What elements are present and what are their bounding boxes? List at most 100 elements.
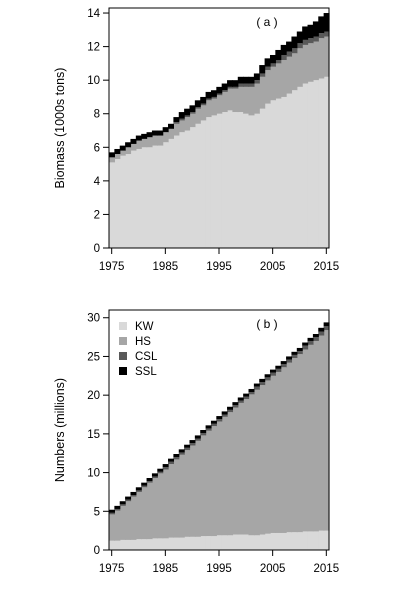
bar-ssl-1997 [227, 80, 233, 87]
bar-ssl-2007 [281, 45, 287, 55]
bar-csl-2013 [313, 37, 319, 42]
bar-kw-2004 [265, 534, 271, 550]
bar-kw-2009 [291, 90, 297, 248]
bar-ssl-1987 [173, 454, 179, 457]
bar-csl-1982 [147, 481, 153, 483]
bar-csl-2014 [318, 332, 324, 336]
bar-ssl-2011 [302, 343, 308, 346]
bar-ssl-2003 [259, 65, 265, 73]
bar-kw-2003 [259, 109, 265, 248]
bar-csl-1978 [125, 500, 131, 502]
bar-ssl-2009 [291, 352, 297, 355]
bar-hs-1994 [211, 426, 217, 536]
bar-kw-1981 [141, 147, 147, 248]
legend-label-hs: HS [135, 336, 151, 348]
bar-csl-2002 [254, 387, 260, 390]
bar-kw-1976 [114, 541, 120, 550]
bar-kw-1991 [195, 124, 201, 248]
bar-csl-2009 [291, 355, 297, 358]
bar-csl-2003 [259, 73, 265, 76]
bar-ssl-1978 [125, 497, 131, 500]
bar-hs-2001 [249, 394, 255, 535]
bar-csl-1991 [195, 439, 201, 441]
bar-hs-2005 [270, 67, 276, 101]
bar-hs-2013 [313, 341, 319, 531]
bar-ssl-1996 [222, 411, 228, 414]
bar-ssl-2010 [297, 348, 303, 351]
bar-ssl-2007 [281, 361, 287, 364]
bar-csl-1996 [222, 90, 228, 92]
bar-kw-1984 [157, 146, 163, 248]
bar-hs-1989 [184, 450, 190, 537]
bar-kw-1996 [222, 112, 228, 248]
bar-hs-1994 [211, 99, 217, 116]
bar-hs-1990 [189, 445, 195, 536]
bar-ssl-2004 [265, 58, 271, 66]
bar-csl-1998 [232, 405, 238, 407]
bar-csl-2014 [318, 33, 324, 38]
bar-kw-1997 [227, 110, 233, 248]
bar-csl-1996 [222, 415, 228, 417]
x-axis: 1975 1985 1995 2005 2015 [99, 248, 339, 273]
bar-hs-1991 [195, 441, 201, 537]
bar-ssl-1994 [211, 421, 217, 424]
bar-hs-2011 [302, 349, 308, 531]
bar-kw-2010 [297, 532, 303, 550]
y-tick-label: 0 [94, 545, 100, 557]
bar-ssl-2013 [313, 21, 319, 36]
x-tick-label: 2015 [314, 563, 340, 575]
bar-csl-1994 [211, 97, 217, 99]
bar-kw-1978 [125, 154, 131, 248]
bar-hs-2011 [302, 45, 308, 84]
bar-ssl-2001 [249, 389, 255, 392]
bar-ssl-2010 [297, 32, 303, 44]
bar-kw-1980 [136, 539, 142, 550]
bar-kw-1999 [238, 535, 244, 550]
bar-hs-1996 [222, 417, 228, 535]
bar-kw-1985 [163, 142, 169, 248]
bar-csl-1991 [195, 107, 201, 109]
bar-kw-2005 [270, 100, 276, 248]
bar-csl-2005 [270, 373, 276, 376]
legend-label-csl: CSL [135, 351, 158, 363]
bar-hs-1987 [173, 124, 179, 136]
legend-label-ssl: SSL [135, 366, 157, 378]
bar-kw-2001 [249, 115, 255, 248]
bar-csl-2000 [243, 84, 249, 87]
bar-kw-1988 [179, 132, 185, 248]
bar-ssl-2005 [270, 55, 276, 63]
bar-kw-1988 [179, 538, 185, 550]
bar-hs-1977 [120, 151, 126, 156]
bar-ssl-1975 [109, 510, 115, 513]
bar-ssl-1977 [120, 501, 126, 504]
bar-csl-1981 [141, 486, 147, 488]
bar-kw-1995 [216, 535, 222, 550]
panel-label: ( a ) [256, 15, 277, 29]
bar-kw-1986 [168, 139, 174, 248]
bar-hs-2002 [254, 84, 260, 114]
bar-ssl-1992 [200, 97, 206, 104]
x-tick-label: 1985 [153, 563, 179, 575]
bar-hs-2005 [270, 376, 276, 533]
bar-hs-2007 [281, 367, 287, 533]
x-tick-label: 1985 [153, 261, 179, 273]
bar-hs-2014 [318, 336, 324, 531]
bar-csl-2012 [308, 341, 314, 345]
bar-kw-1980 [136, 149, 142, 248]
bar-kw-1979 [130, 151, 136, 248]
bar-ssl-1979 [130, 139, 136, 144]
bar-ssl-1993 [206, 92, 212, 99]
bar-kw-2008 [286, 94, 292, 248]
bar-kw-2012 [308, 82, 314, 248]
bar-csl-1976 [114, 509, 120, 511]
bar-ssl-2000 [243, 77, 249, 84]
bar-kw-2006 [275, 99, 281, 248]
bar-ssl-1999 [238, 397, 244, 400]
bar-csl-2001 [249, 84, 255, 87]
y-tick-label: 2 [94, 209, 100, 221]
legend-label-kw: KW [135, 321, 154, 333]
bar-kw-1985 [163, 538, 169, 550]
y-tick-label: 4 [94, 176, 101, 188]
bar-hs-1979 [130, 144, 136, 151]
